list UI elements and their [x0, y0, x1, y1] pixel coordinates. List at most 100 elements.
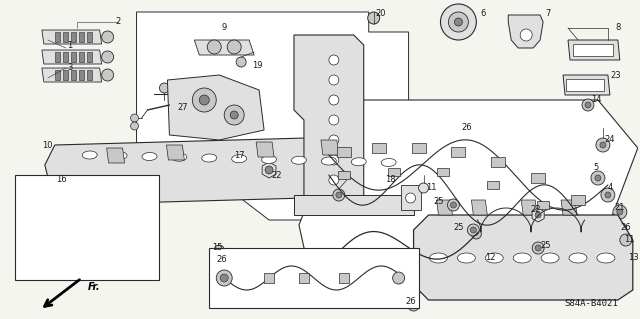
Circle shape	[329, 95, 339, 105]
Polygon shape	[337, 147, 351, 157]
Text: 9: 9	[221, 24, 227, 33]
Polygon shape	[195, 40, 254, 55]
Text: 12: 12	[485, 254, 495, 263]
Bar	[71, 70, 76, 80]
Circle shape	[408, 299, 420, 311]
Circle shape	[605, 192, 611, 198]
Circle shape	[620, 234, 632, 246]
Polygon shape	[492, 157, 505, 167]
Polygon shape	[532, 208, 544, 222]
Text: 22: 22	[531, 205, 541, 214]
Text: 7: 7	[545, 10, 551, 19]
Circle shape	[535, 245, 541, 251]
Text: 21: 21	[614, 204, 625, 212]
Circle shape	[535, 212, 541, 218]
Ellipse shape	[541, 253, 559, 263]
Ellipse shape	[291, 156, 307, 164]
Polygon shape	[166, 145, 184, 160]
Polygon shape	[487, 181, 499, 189]
Text: 17: 17	[234, 151, 244, 160]
Text: 26: 26	[405, 298, 416, 307]
Ellipse shape	[351, 158, 366, 166]
Circle shape	[329, 115, 339, 125]
Bar	[79, 32, 84, 42]
Polygon shape	[451, 147, 465, 157]
Ellipse shape	[485, 253, 503, 263]
Polygon shape	[42, 50, 102, 64]
Bar	[63, 70, 68, 80]
Circle shape	[368, 12, 380, 24]
Circle shape	[582, 99, 594, 111]
Circle shape	[131, 114, 138, 122]
Polygon shape	[531, 173, 545, 183]
Text: Fr.: Fr.	[88, 282, 100, 292]
Ellipse shape	[513, 253, 531, 263]
Ellipse shape	[429, 253, 447, 263]
Text: 18: 18	[385, 175, 396, 184]
Text: 11: 11	[625, 235, 635, 244]
Text: 27: 27	[177, 103, 188, 113]
Polygon shape	[438, 168, 449, 176]
Bar	[63, 32, 68, 42]
Circle shape	[412, 303, 415, 307]
Text: S84A-B4021: S84A-B4021	[564, 299, 618, 308]
Circle shape	[51, 264, 59, 272]
Polygon shape	[372, 143, 386, 153]
Circle shape	[392, 272, 404, 284]
Text: 19: 19	[252, 61, 262, 70]
Circle shape	[131, 122, 138, 130]
Circle shape	[329, 55, 339, 65]
Ellipse shape	[597, 253, 615, 263]
Circle shape	[454, 18, 462, 26]
Polygon shape	[294, 35, 364, 215]
Bar	[71, 32, 76, 42]
Ellipse shape	[321, 157, 337, 165]
Circle shape	[336, 192, 342, 198]
Bar	[401, 185, 420, 210]
Circle shape	[159, 83, 170, 93]
Circle shape	[419, 183, 429, 193]
Polygon shape	[436, 200, 452, 215]
Circle shape	[449, 12, 468, 32]
Circle shape	[616, 261, 624, 269]
Text: 16: 16	[56, 175, 67, 184]
Text: 11: 11	[426, 183, 436, 192]
Circle shape	[615, 243, 625, 253]
Ellipse shape	[172, 153, 187, 161]
Text: 5: 5	[593, 164, 598, 173]
Polygon shape	[388, 168, 399, 176]
Bar	[71, 52, 76, 62]
Bar	[86, 52, 92, 62]
Circle shape	[613, 223, 627, 237]
Polygon shape	[256, 142, 274, 157]
Text: 26: 26	[461, 123, 472, 132]
Polygon shape	[262, 162, 276, 178]
Bar	[573, 44, 613, 56]
Circle shape	[451, 202, 456, 208]
Circle shape	[447, 199, 460, 211]
Polygon shape	[129, 220, 147, 232]
Polygon shape	[561, 200, 577, 215]
Circle shape	[216, 270, 232, 286]
Polygon shape	[537, 201, 549, 209]
Text: 1: 1	[67, 41, 72, 49]
Circle shape	[595, 175, 601, 181]
Polygon shape	[339, 273, 349, 283]
Circle shape	[470, 227, 476, 233]
Circle shape	[214, 245, 224, 255]
Text: 13: 13	[628, 254, 639, 263]
Circle shape	[199, 95, 209, 105]
Polygon shape	[571, 195, 585, 205]
Circle shape	[613, 205, 627, 219]
Circle shape	[236, 57, 246, 67]
Polygon shape	[168, 75, 264, 140]
Text: 15: 15	[212, 243, 223, 253]
Bar	[86, 32, 92, 42]
Circle shape	[440, 4, 476, 40]
Circle shape	[591, 171, 605, 185]
Polygon shape	[521, 200, 537, 215]
Text: 8: 8	[615, 24, 621, 33]
Circle shape	[329, 75, 339, 85]
Circle shape	[134, 221, 145, 231]
Bar	[79, 70, 84, 80]
